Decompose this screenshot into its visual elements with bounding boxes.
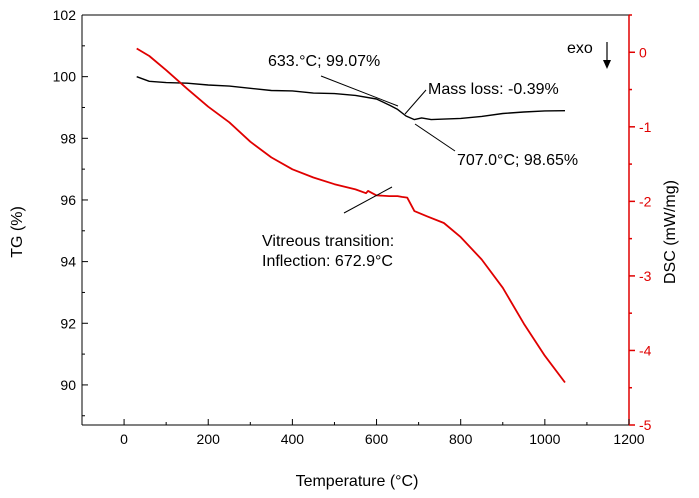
- x-tick-label: 400: [281, 431, 305, 447]
- exo-arrow-icon: [603, 60, 611, 69]
- leader-line-onset: [320, 75, 399, 107]
- x-axis: 0 200 400 600 800 1000 1200: [81, 419, 645, 447]
- x-tick-label: 800: [449, 431, 473, 447]
- annotation-onset: 633.°C; 99.07%: [268, 53, 380, 70]
- x-tick-label: 600: [365, 431, 389, 447]
- y2-tick-label: 0: [639, 44, 647, 60]
- leader-line-endset: [414, 123, 456, 152]
- y-axis-left: 90 92 94 96 98 100 102: [53, 7, 88, 417]
- y-tick-label: 92: [60, 315, 76, 331]
- y2-tick-label: -4: [639, 342, 652, 358]
- y2-tick-label: -3: [639, 268, 652, 284]
- annotations: 633.°C; 99.07% Mass loss: -0.39% 707.0°C…: [262, 40, 611, 270]
- y-tick-label: 90: [60, 377, 76, 393]
- dsc-series-line: [136, 47, 566, 384]
- tg-series-line: [136, 76, 566, 121]
- y-axis-title: TG (%): [9, 206, 26, 258]
- exo-label: exo: [567, 40, 593, 57]
- x-tick-label: 1000: [529, 431, 560, 447]
- y-tick-label: 98: [60, 130, 76, 146]
- y2-tick-label: -1: [639, 119, 652, 135]
- y2-tick-label: -2: [639, 193, 652, 209]
- y-tick-label: 100: [53, 69, 77, 85]
- annotation-mass-loss: Mass loss: -0.39%: [428, 81, 559, 98]
- annotation-endset: 707.0°C; 98.65%: [457, 152, 578, 169]
- y2-tick-label: -5: [639, 417, 652, 433]
- leader-line-mass-loss: [404, 89, 427, 115]
- leader-line-vitreous: [343, 186, 393, 214]
- x-tick-label: 1200: [613, 431, 644, 447]
- y-axis-right: 0 -1 -2 -3 -4 -5: [629, 14, 652, 433]
- y-tick-label: 102: [53, 7, 77, 23]
- y-tick-label: 96: [60, 192, 76, 208]
- annotation-vitreous-line1: Vitreous transition:: [262, 233, 394, 250]
- x-tick-label: 0: [120, 431, 128, 447]
- y-tick-label: 94: [60, 254, 76, 270]
- x-tick-label: 200: [197, 431, 221, 447]
- x-axis-title: Temperature (°C): [296, 473, 419, 490]
- series-layer: [136, 47, 566, 384]
- plot-area: [81, 14, 630, 426]
- annotation-vitreous-line2: Inflection: 672.9°C: [262, 253, 393, 270]
- y2-axis-title: DSC (mW/mg): [662, 180, 679, 284]
